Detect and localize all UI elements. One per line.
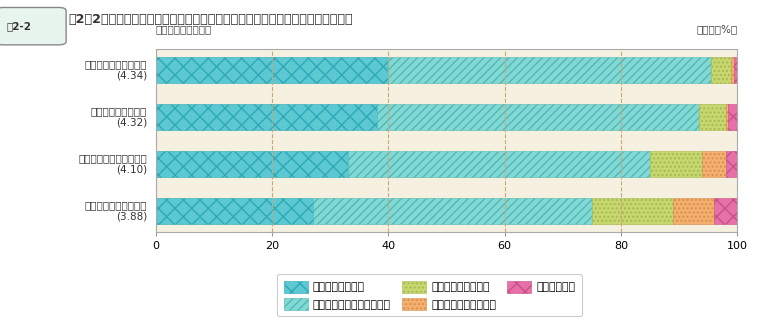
Bar bbox=[711, 57, 731, 83]
Bar bbox=[388, 57, 711, 83]
Text: 法令や倫理の遵守度
(4.32): 法令や倫理の遵守度 (4.32) bbox=[91, 106, 147, 128]
Bar bbox=[156, 57, 388, 83]
Bar bbox=[673, 198, 714, 224]
Bar bbox=[347, 151, 650, 177]
Text: 苦情相談窓口の周知度
(3.88): 苦情相談窓口の周知度 (3.88) bbox=[84, 200, 147, 222]
Bar bbox=[729, 104, 737, 130]
Bar bbox=[726, 151, 737, 177]
Bar bbox=[714, 198, 737, 224]
Text: 不祥事の再発防止の取組
(4.10): 不祥事の再発防止の取組 (4.10) bbox=[78, 153, 147, 175]
Text: 法令やルールの理解度
(4.34): 法令やルールの理解度 (4.34) bbox=[84, 59, 147, 81]
Bar bbox=[156, 151, 347, 177]
Text: 質問項目（平均値）: 質問項目（平均値） bbox=[156, 24, 212, 34]
Bar bbox=[702, 151, 726, 177]
Bar bbox=[156, 198, 313, 224]
Text: （単位：%）: （単位：%） bbox=[696, 24, 737, 34]
Bar bbox=[377, 104, 699, 130]
Bar bbox=[592, 198, 673, 224]
Bar bbox=[726, 104, 729, 130]
Bar bbox=[156, 104, 377, 130]
Legend: まったくその通り, どちらかといえばその通り, どちらともいえない, どちらかといえば違う, まったく違う: まったくその通り, どちらかといえばその通り, どちらともいえない, どちらかと… bbox=[277, 274, 581, 316]
Bar bbox=[313, 198, 592, 224]
Bar bbox=[650, 151, 702, 177]
Bar bbox=[699, 104, 726, 130]
Text: 図2－2　【法令の理解・遵守】の領域に属する質問項目別の回答割合及び平均値: 図2－2 【法令の理解・遵守】の領域に属する質問項目別の回答割合及び平均値 bbox=[68, 13, 353, 26]
Bar bbox=[731, 57, 734, 83]
Bar bbox=[734, 57, 737, 83]
Text: 図2-2: 図2-2 bbox=[7, 21, 32, 31]
